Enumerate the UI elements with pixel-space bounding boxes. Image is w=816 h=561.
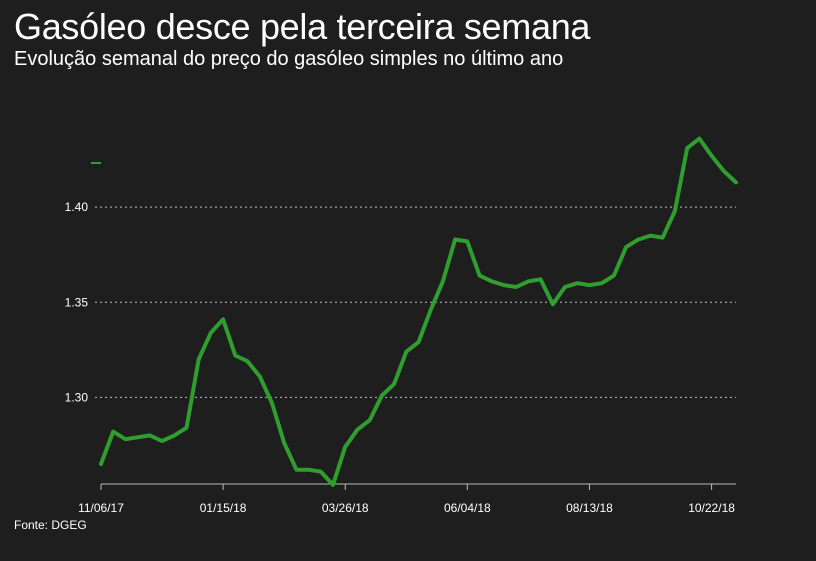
data-point bbox=[442, 281, 443, 282]
data-point bbox=[345, 446, 346, 447]
data-point bbox=[528, 281, 529, 282]
y-tick-label-1.35: 1.35 bbox=[65, 295, 89, 309]
data-point bbox=[430, 309, 431, 310]
data-point bbox=[137, 437, 138, 438]
data-point bbox=[650, 235, 651, 236]
x-tick-label-2: 03/26/18 bbox=[322, 501, 369, 515]
data-point bbox=[565, 287, 566, 288]
x-tick-label-4: 08/13/18 bbox=[566, 501, 613, 515]
data-point bbox=[296, 469, 297, 470]
data-point bbox=[699, 138, 700, 139]
tick-labels: 1.30 1.35 1.40 11/06/17 01/15/18 03/26/18 06/0… bbox=[65, 200, 736, 515]
data-point bbox=[210, 332, 211, 333]
data-point bbox=[174, 435, 175, 436]
data-point bbox=[357, 429, 358, 430]
data-point bbox=[284, 443, 285, 444]
grid-layer bbox=[91, 162, 736, 398]
y-tick-label-1.30: 1.30 bbox=[65, 390, 89, 404]
data-point bbox=[223, 319, 224, 320]
data-point bbox=[516, 287, 517, 288]
data-point bbox=[381, 395, 382, 396]
data-point bbox=[601, 283, 602, 284]
x-tick-label-1: 01/15/18 bbox=[200, 501, 247, 515]
data-point bbox=[662, 237, 663, 238]
data-point bbox=[723, 171, 724, 172]
data-point bbox=[259, 376, 260, 377]
series-layer bbox=[99, 136, 738, 487]
data-point bbox=[235, 355, 236, 356]
x-axis bbox=[100, 483, 736, 490]
data-point bbox=[687, 148, 688, 149]
data-point bbox=[491, 281, 492, 282]
x-tick-label-3: 06/04/18 bbox=[444, 501, 491, 515]
data-point bbox=[113, 431, 114, 432]
data-point bbox=[272, 403, 273, 404]
data-point bbox=[162, 441, 163, 442]
data-point bbox=[101, 464, 102, 465]
data-point bbox=[613, 275, 614, 276]
data-point bbox=[186, 427, 187, 428]
data-point bbox=[577, 283, 578, 284]
data-point bbox=[504, 285, 505, 286]
data-point bbox=[333, 484, 334, 485]
data-point bbox=[626, 247, 627, 248]
data-point bbox=[479, 275, 480, 276]
data-point bbox=[247, 361, 248, 362]
data-point bbox=[589, 285, 590, 286]
chart-title: Gasóleo desce pela terceira semana bbox=[14, 6, 591, 47]
x-tick-label-0: 11/06/17 bbox=[78, 501, 124, 515]
data-point bbox=[467, 241, 468, 242]
data-point bbox=[125, 439, 126, 440]
source-note: Fonte: DGEG bbox=[14, 518, 87, 532]
data-point bbox=[418, 342, 419, 343]
series-line-gasoleo bbox=[99, 136, 738, 487]
data-point bbox=[198, 359, 199, 360]
data-point bbox=[540, 279, 541, 280]
data-point bbox=[711, 155, 712, 156]
data-point bbox=[149, 435, 150, 436]
chart-subtitle: Evolução semanal do preço do gasóleo sim… bbox=[14, 48, 564, 70]
data-point bbox=[736, 182, 737, 183]
data-point bbox=[406, 351, 407, 352]
data-point bbox=[369, 420, 370, 421]
x-tick-label-5: 10/22/18 bbox=[688, 501, 735, 515]
data-point bbox=[638, 239, 639, 240]
data-point bbox=[455, 239, 456, 240]
data-point bbox=[308, 469, 309, 470]
data-point bbox=[320, 471, 321, 472]
data-point bbox=[552, 304, 553, 305]
data-point bbox=[394, 384, 395, 385]
data-point bbox=[674, 210, 675, 211]
y-tick-label-1.40: 1.40 bbox=[65, 200, 89, 214]
